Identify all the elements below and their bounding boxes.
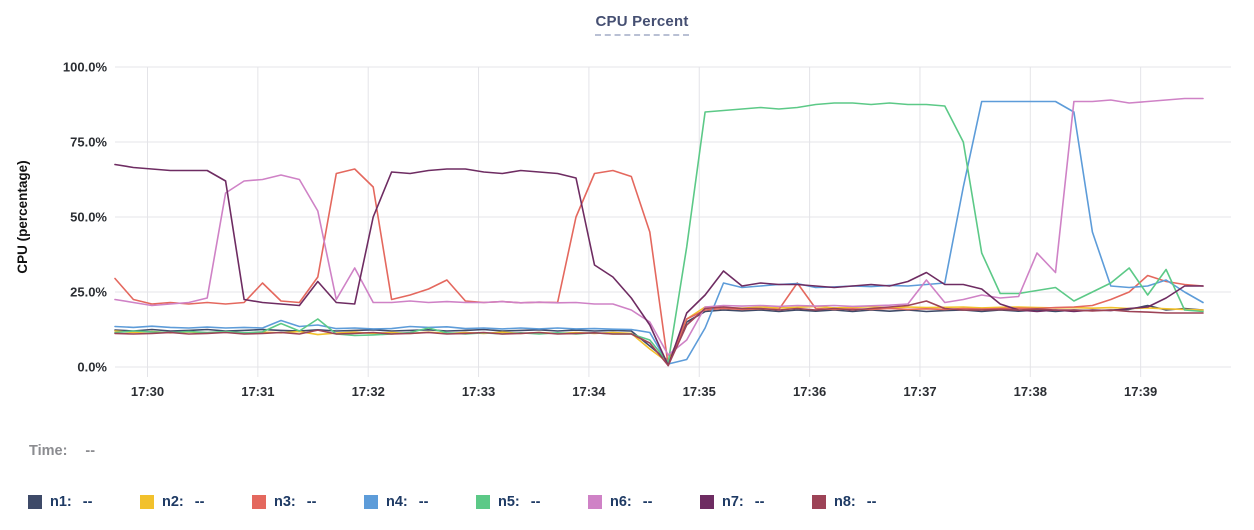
- legend-label: n1:: [50, 494, 72, 510]
- series-line-n4: [114, 100, 1204, 365]
- legend-swatch-n4: [364, 495, 378, 509]
- x-tick-label: 17:37: [903, 384, 936, 399]
- legend-label: n4:: [386, 494, 408, 510]
- legend-value: --: [194, 494, 205, 510]
- legend-value: --: [530, 494, 541, 510]
- legend-label: n6:: [610, 494, 632, 510]
- y-tick-label: 100.0%: [63, 60, 108, 75]
- legend-label: n8:: [834, 494, 856, 510]
- legend-item-n8[interactable]: n8: --: [812, 494, 876, 510]
- legend-value: --: [754, 494, 765, 510]
- x-tick-label: 17:33: [462, 384, 495, 399]
- legend-item-n5[interactable]: n5: --: [476, 494, 540, 510]
- series-line-n8: [114, 300, 1204, 367]
- legend-swatch-n7: [700, 495, 714, 509]
- series-line-n6: [114, 97, 1204, 356]
- time-value: --: [85, 443, 96, 459]
- legend-item-n1[interactable]: n1: --: [28, 494, 92, 510]
- legend-swatch-n6: [588, 495, 602, 509]
- legend-item-n2[interactable]: n2: --: [140, 494, 204, 510]
- legend-value: --: [82, 494, 93, 510]
- legend-label: n2:: [162, 494, 184, 510]
- legend-swatch-n3: [252, 495, 266, 509]
- legend-item-n7[interactable]: n7: --: [700, 494, 764, 510]
- series-line-n3: [114, 168, 1204, 367]
- legend-value: --: [418, 494, 429, 510]
- legend-swatch-n5: [476, 495, 490, 509]
- legend-item-n4[interactable]: n4: --: [364, 494, 428, 510]
- series-line-n5: [114, 102, 1204, 364]
- y-tick-label: 50.0%: [70, 210, 107, 225]
- time-label: Time:: [29, 443, 68, 459]
- legend-value: --: [866, 494, 877, 510]
- x-tick-label: 17:35: [683, 384, 716, 399]
- chart-header: CPU Percent: [40, 13, 1244, 36]
- cpu-chart[interactable]: 0.0% 25.0% 50.0% 75.0% 100.0% 17:30 17:31 17:32…: [0, 0, 1254, 430]
- y-tick-label: 0.0%: [77, 360, 107, 375]
- legend-swatch-n2: [140, 495, 154, 509]
- legend-label: n5:: [498, 494, 520, 510]
- y-tick-label: 75.0%: [70, 135, 107, 150]
- x-tick-label: 17:39: [1124, 384, 1157, 399]
- time-row: Time: --: [29, 443, 95, 459]
- x-tick-label: 17:34: [572, 384, 606, 399]
- x-tick-label: 17:30: [131, 384, 164, 399]
- legend-item-n3[interactable]: n3: --: [252, 494, 316, 510]
- x-tick-label: 17:31: [241, 384, 274, 399]
- series-line-n2: [114, 305, 1204, 364]
- x-tick-label: 17:36: [793, 384, 826, 399]
- series-line-n7: [114, 163, 1204, 367]
- legend-value: --: [642, 494, 653, 510]
- y-tick-label: 25.0%: [70, 285, 107, 300]
- legend-label: n7:: [722, 494, 744, 510]
- x-tick-label: 17:38: [1014, 384, 1047, 399]
- chart-title[interactable]: CPU Percent: [595, 13, 689, 36]
- legend-swatch-n1: [28, 495, 42, 509]
- y-axis-title: CPU (percentage): [15, 160, 30, 273]
- legend-label: n3:: [274, 494, 296, 510]
- x-tick-label: 17:32: [352, 384, 385, 399]
- legend-swatch-n8: [812, 495, 826, 509]
- legend-item-n6[interactable]: n6: --: [588, 494, 652, 510]
- legend-value: --: [306, 494, 317, 510]
